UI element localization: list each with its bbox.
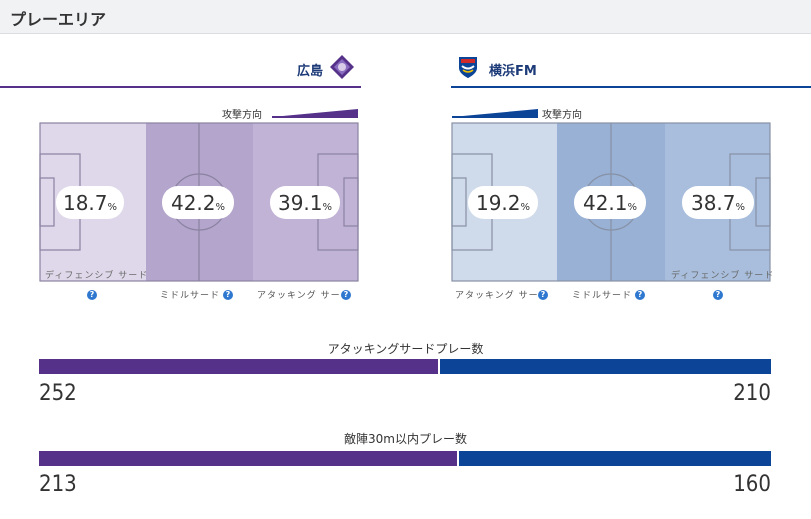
within-30m-plays-home-value: 213 (39, 472, 77, 497)
home-team-header: 広島 (0, 50, 361, 88)
help-icon-away-defensive[interactable]: ? (713, 290, 723, 300)
home-pitch-svg: 18.7% 42.2% 39.1% (39, 122, 359, 282)
attacking-third-plays-away-value: 210 (733, 381, 771, 406)
home-pct-bubbles (56, 186, 340, 219)
attacking-third-plays-bar (39, 359, 771, 374)
away-pct-defensive: 38.7% (691, 191, 745, 215)
away-attack-direction-label: 攻撃方向 (542, 110, 582, 121)
within-30m-plays-home-bar (39, 451, 457, 466)
home-attack-direction-label: 攻撃方向 (222, 110, 262, 121)
home-attacking-caption: アタッキング サード (257, 291, 351, 301)
home-bubble-middle (162, 186, 234, 219)
away-bubble-middle (574, 186, 646, 219)
away-attack-direction: 攻撃方向 (452, 106, 592, 121)
away-pct-middle: 42.1% (583, 191, 637, 215)
within-30m-plays-away-bar (456, 451, 771, 466)
attacking-third-plays-title: アタッキングサードプレー数 (327, 342, 484, 356)
home-pct-attacking: 39.1% (278, 191, 332, 215)
home-defensive-zone-label: ディフェンシブ サード (45, 271, 149, 281)
away-bubble-defensive (682, 186, 754, 219)
home-team-name: 広島 (296, 64, 323, 79)
home-middle-caption: ミドルサード (160, 291, 221, 301)
away-middle-caption: ミドルサード (572, 291, 633, 301)
within-30m-plays-bar (39, 451, 771, 466)
home-attack-direction: 攻撃方向 (222, 106, 360, 121)
away-bubble-attacking (468, 186, 538, 219)
home-pct-middle: 42.2% (171, 191, 225, 215)
away-team-header: 横浜FM (451, 50, 811, 88)
help-icon-away-attacking[interactable]: ? (538, 290, 548, 300)
away-pitch: 19.2% 42.1% 38.7% ディフェンシブ サード (451, 122, 775, 282)
help-icon-away-middle[interactable]: ? (635, 290, 645, 300)
sanfrecce-emblem-icon (330, 55, 354, 79)
help-icon-home-defensive[interactable]: ? (87, 290, 97, 300)
home-bubble-attacking (270, 186, 340, 219)
home-pct-defensive: 18.7% (63, 191, 117, 215)
section-header: プレーエリア (0, 0, 811, 34)
away-attacking-caption: アタッキング サード (455, 291, 549, 301)
section-title: プレーエリア (10, 10, 107, 29)
arrow-left-icon (452, 109, 538, 118)
help-icon-home-middle[interactable]: ? (223, 290, 233, 300)
attacking-third-plays-home-bar (39, 359, 439, 374)
arrow-right-icon (272, 109, 358, 118)
away-pitch-svg: 19.2% 42.1% 38.7% (451, 122, 771, 282)
away-team-name: 横浜FM (489, 64, 537, 79)
help-icon-home-attacking[interactable]: ? (341, 290, 351, 300)
home-pitch: 18.7% 42.2% 39.1% ディフェンシブ サード (39, 122, 359, 282)
home-bubble-defensive (56, 186, 124, 219)
attacking-third-plays-away-bar (438, 359, 771, 374)
within-30m-plays-away-value: 160 (733, 472, 771, 497)
away-pct-bubbles (468, 186, 754, 219)
attacking-third-plays-home-value: 252 (39, 381, 77, 406)
away-defensive-zone-label: ディフェンシブ サード (671, 271, 775, 281)
within-30m-plays-title: 敵陣30m以内プレー数 (344, 432, 467, 446)
away-pct-attacking: 19.2% (476, 191, 530, 215)
marinos-emblem-icon (459, 57, 477, 78)
